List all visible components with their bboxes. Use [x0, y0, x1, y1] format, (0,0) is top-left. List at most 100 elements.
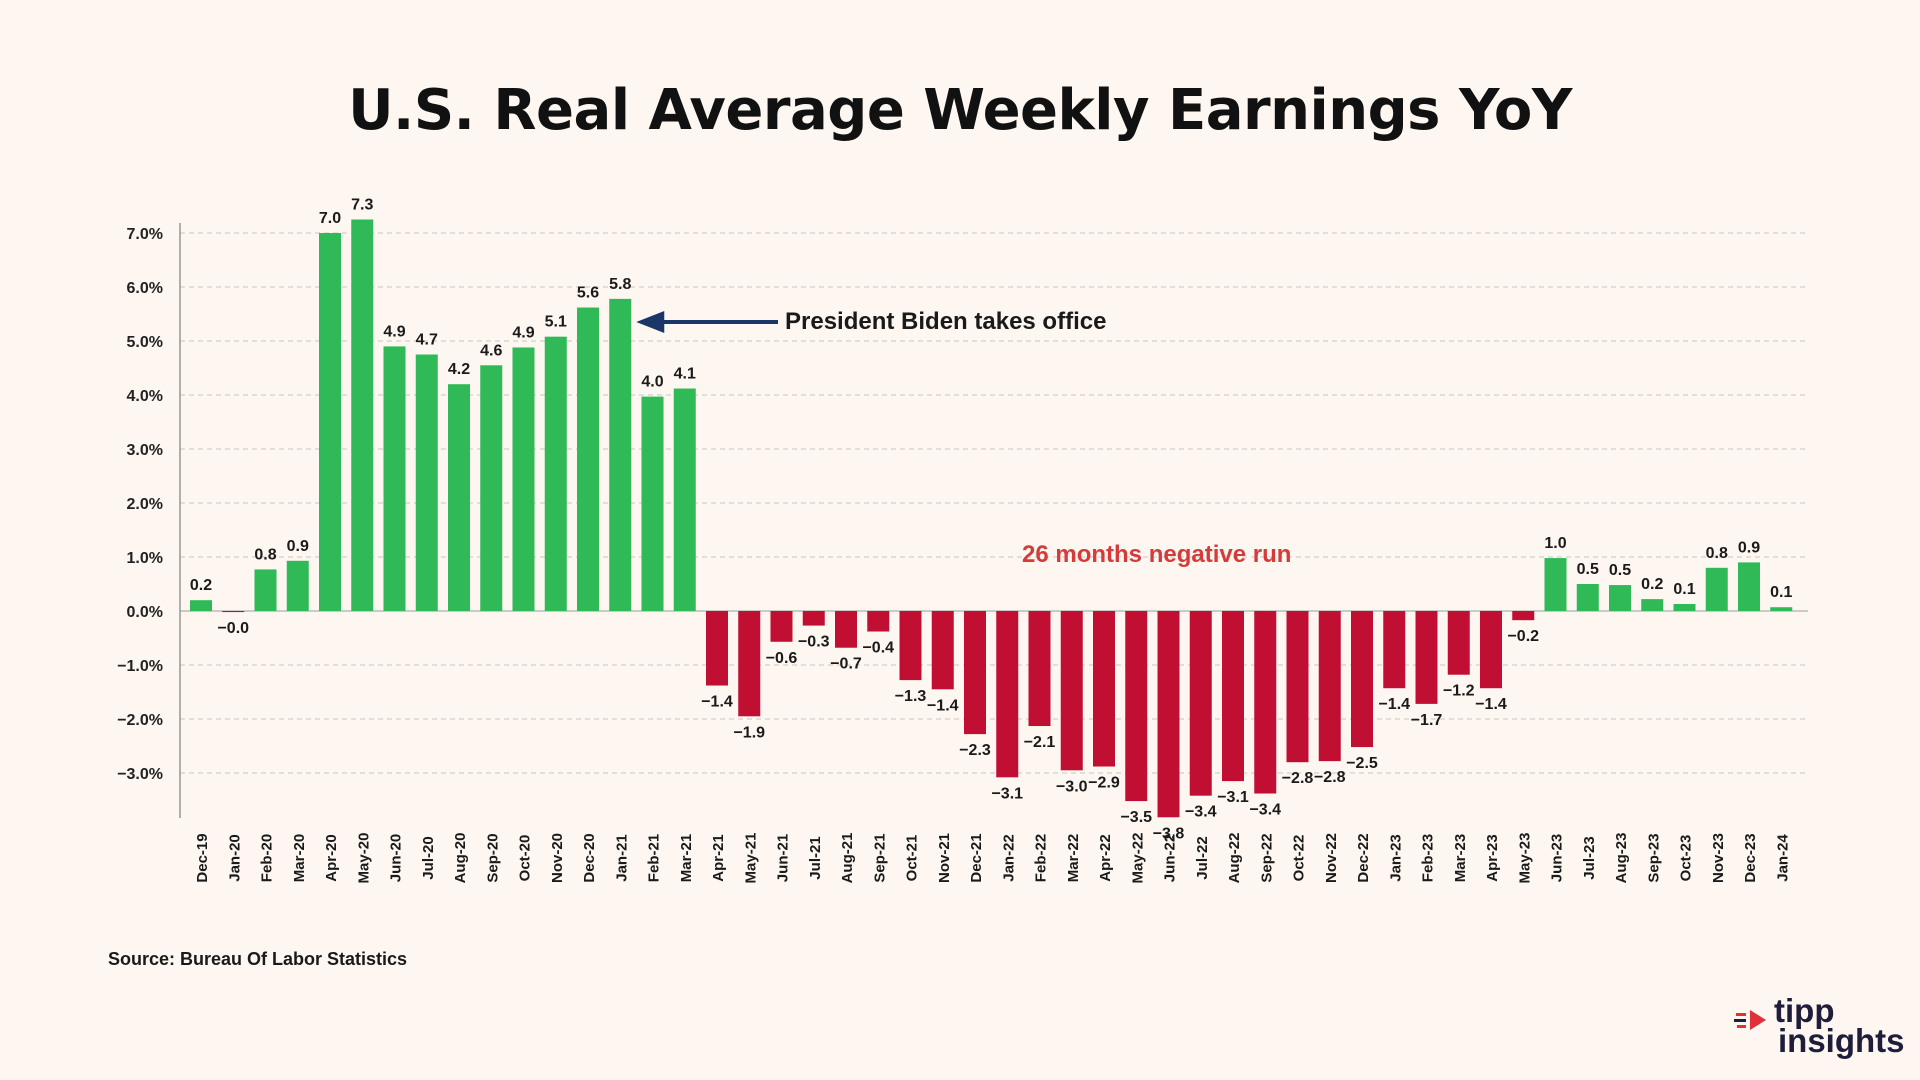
bar: [1738, 562, 1760, 611]
data-label: 0.1: [1770, 584, 1792, 601]
data-label: 4.9: [512, 324, 534, 341]
bar: [1641, 599, 1664, 611]
bar: [351, 219, 374, 611]
bar: [899, 611, 922, 681]
data-label: −2.8: [1282, 770, 1314, 787]
y-tick-label: 5.0%: [127, 334, 163, 351]
bar: [1447, 611, 1470, 675]
bar: [286, 560, 309, 611]
x-tick-label: Jan-21: [613, 834, 630, 882]
data-label: −3.4: [1249, 802, 1281, 819]
bar: [738, 611, 761, 717]
bar: [1060, 611, 1083, 771]
x-tick-label: May-22: [1129, 833, 1146, 884]
bar: [1705, 567, 1728, 611]
x-tick-label: Nov-21: [936, 833, 953, 883]
data-label: 7.0: [319, 210, 341, 227]
y-tick-label: −1.0%: [117, 658, 163, 675]
bar: [1189, 611, 1212, 796]
x-tick-label: Oct-23: [1678, 835, 1695, 882]
annotations: President Biden takes office 26 months ne…: [636, 308, 1291, 568]
bar: [1254, 611, 1277, 794]
y-tick-label: 4.0%: [127, 388, 163, 405]
x-tick-label: Jul-23: [1581, 836, 1598, 879]
data-label: −0.6: [766, 650, 798, 667]
bar: [996, 611, 1019, 778]
data-label: 0.9: [287, 538, 309, 555]
data-label: −3.8: [1153, 825, 1185, 842]
data-label: −1.4: [701, 694, 733, 711]
data-label: 0.1: [1673, 581, 1695, 598]
x-tick-label: Oct-20: [517, 835, 534, 882]
bar: [415, 354, 438, 611]
bar: [544, 336, 567, 611]
data-label: 4.6: [480, 342, 502, 359]
bar: [1351, 611, 1373, 748]
bar: [512, 347, 535, 611]
x-tick-label: May-21: [742, 833, 759, 884]
y-axis: 7.0% 6.0% 5.0% 4.0% 3.0% 2.0% 1.0% 0.0% −1.0% −2.…: [117, 223, 181, 818]
x-tick-label: Apr-21: [710, 834, 727, 882]
tipp-insights-logo: tipp insights: [1730, 994, 1905, 1062]
y-tick-label: 1.0%: [127, 550, 163, 567]
x-tick-label: Sep-23: [1645, 833, 1662, 882]
x-tick-label: Jun-20: [388, 834, 405, 882]
source-note: Source: Bureau Of Labor Statistics: [108, 949, 408, 969]
x-tick-label: Feb-23: [1420, 834, 1437, 882]
data-label: 0.8: [254, 546, 276, 563]
x-tick-label: Dec-22: [1355, 833, 1372, 882]
bar: [1028, 611, 1051, 727]
data-label: −1.7: [1411, 712, 1443, 729]
x-tick-label: Mar-23: [1452, 834, 1469, 882]
data-label: −2.8: [1314, 769, 1346, 786]
data-label: 4.2: [448, 361, 470, 378]
bar: [931, 611, 954, 690]
x-tick-label: Jan-24: [1774, 834, 1791, 882]
bar: [1383, 611, 1406, 689]
logo-word-insights: insights: [1778, 1022, 1905, 1059]
bar: [254, 569, 277, 611]
x-tick-label: Feb-20: [259, 834, 276, 882]
bar: [448, 384, 470, 611]
x-tick-label: Mar-20: [291, 834, 308, 882]
x-tick-label: Aug-22: [1226, 833, 1243, 884]
x-tick-label: Jan-20: [226, 834, 243, 882]
bar: [1222, 611, 1244, 782]
bar: [1093, 611, 1115, 767]
bar: [964, 611, 986, 735]
bar: [673, 388, 696, 611]
data-label: 5.1: [545, 314, 567, 331]
bar: [1286, 611, 1309, 763]
data-label: 5.6: [577, 285, 599, 302]
x-tick-label: Dec-21: [968, 833, 985, 882]
x-tick-label: Feb-21: [646, 834, 663, 882]
x-tick-label: Nov-23: [1710, 833, 1727, 883]
data-label: −3.1: [1217, 789, 1249, 806]
bars: [190, 219, 1793, 818]
data-label: −1.2: [1443, 683, 1475, 700]
data-label: 0.5: [1577, 561, 1599, 578]
y-tick-label: 0.0%: [127, 604, 163, 621]
bar: [867, 611, 890, 632]
data-label: −3.1: [991, 785, 1023, 802]
x-tick-label: Mar-22: [1065, 834, 1082, 882]
bar: [609, 298, 632, 611]
bar: [1125, 611, 1148, 802]
data-label: −0.0: [217, 620, 249, 637]
data-label: −1.9: [733, 724, 765, 741]
bar: [577, 307, 599, 611]
data-label: −3.5: [1120, 809, 1152, 826]
y-tick-label: 7.0%: [127, 226, 163, 243]
callout-arrow-head-icon: [636, 311, 665, 333]
y-tick-label: 3.0%: [127, 442, 163, 459]
bar: [480, 365, 503, 611]
data-label: 0.9: [1738, 539, 1760, 556]
bar: [802, 611, 825, 626]
data-label: −1.3: [895, 688, 927, 705]
x-tick-label: Aug-20: [452, 833, 469, 884]
bar: [1415, 611, 1438, 704]
x-tick-label: Oct-21: [904, 835, 921, 882]
data-label: −1.4: [1378, 696, 1410, 713]
data-label: −2.9: [1088, 775, 1120, 792]
